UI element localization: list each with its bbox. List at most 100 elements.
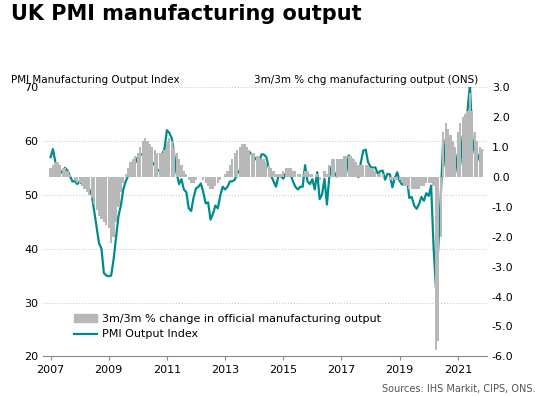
Bar bbox=[83, 177, 85, 189]
Bar bbox=[209, 177, 212, 189]
Bar bbox=[420, 177, 423, 186]
Bar bbox=[348, 156, 350, 177]
Bar bbox=[67, 171, 69, 177]
Bar bbox=[132, 159, 134, 177]
Bar bbox=[207, 177, 209, 186]
Bar bbox=[178, 159, 180, 177]
Bar bbox=[214, 177, 216, 186]
Bar bbox=[377, 174, 379, 177]
Bar bbox=[258, 156, 260, 177]
Bar bbox=[265, 162, 267, 177]
Bar bbox=[229, 165, 231, 177]
Bar bbox=[204, 177, 207, 183]
Bar bbox=[188, 177, 190, 180]
Bar bbox=[139, 147, 141, 177]
Bar bbox=[270, 168, 272, 177]
Bar bbox=[248, 150, 250, 177]
Bar bbox=[224, 174, 226, 177]
Bar bbox=[401, 177, 403, 183]
Bar bbox=[299, 174, 301, 177]
Bar bbox=[292, 171, 294, 177]
Bar bbox=[120, 177, 122, 192]
Bar bbox=[326, 174, 328, 177]
Bar bbox=[301, 174, 304, 177]
Bar bbox=[151, 147, 154, 177]
Bar bbox=[481, 150, 483, 177]
Bar bbox=[432, 177, 434, 186]
Bar bbox=[243, 144, 246, 177]
Bar bbox=[466, 111, 469, 177]
Bar bbox=[93, 177, 95, 204]
Bar bbox=[144, 138, 146, 177]
Bar bbox=[110, 177, 112, 243]
Bar bbox=[454, 147, 457, 177]
Bar bbox=[355, 162, 357, 177]
Bar bbox=[101, 177, 103, 219]
Bar bbox=[304, 171, 306, 177]
Bar bbox=[250, 153, 253, 177]
Bar bbox=[367, 165, 369, 177]
Bar bbox=[103, 177, 105, 222]
Bar bbox=[54, 162, 56, 177]
Bar bbox=[464, 114, 466, 177]
Bar bbox=[415, 177, 418, 189]
Bar bbox=[437, 177, 439, 341]
Bar bbox=[381, 174, 384, 177]
Bar bbox=[476, 141, 478, 177]
Bar bbox=[127, 168, 129, 177]
Bar bbox=[372, 168, 374, 177]
Bar bbox=[202, 177, 204, 180]
Bar bbox=[263, 159, 265, 177]
Bar bbox=[331, 159, 333, 177]
Bar bbox=[287, 168, 289, 177]
Bar bbox=[175, 153, 177, 177]
Bar bbox=[324, 171, 326, 177]
Bar bbox=[236, 150, 239, 177]
Bar bbox=[294, 171, 296, 177]
Bar bbox=[435, 177, 437, 350]
Bar bbox=[190, 177, 192, 183]
Bar bbox=[149, 144, 151, 177]
Bar bbox=[459, 123, 461, 177]
Bar bbox=[445, 123, 447, 177]
Bar bbox=[391, 177, 393, 180]
Bar bbox=[217, 177, 219, 183]
Bar bbox=[183, 171, 185, 177]
Bar bbox=[239, 147, 241, 177]
Bar bbox=[124, 174, 127, 177]
Bar bbox=[195, 177, 197, 180]
Bar bbox=[231, 159, 234, 177]
Bar bbox=[185, 174, 187, 177]
Bar bbox=[413, 177, 415, 189]
Bar bbox=[345, 156, 347, 177]
Bar bbox=[69, 174, 71, 177]
Bar bbox=[96, 177, 98, 210]
Bar bbox=[62, 168, 64, 177]
Bar bbox=[170, 141, 173, 177]
Bar bbox=[471, 111, 473, 177]
Bar bbox=[64, 168, 66, 177]
Bar bbox=[399, 177, 401, 180]
Bar bbox=[309, 174, 311, 177]
Bar bbox=[282, 171, 285, 177]
Bar bbox=[316, 174, 318, 177]
Bar bbox=[134, 156, 136, 177]
Bar bbox=[260, 159, 262, 177]
Bar bbox=[156, 153, 159, 177]
Bar bbox=[108, 177, 110, 228]
Bar bbox=[159, 153, 161, 177]
Bar bbox=[450, 135, 452, 177]
Bar bbox=[328, 165, 331, 177]
Bar bbox=[234, 153, 236, 177]
Bar bbox=[117, 177, 120, 207]
Bar bbox=[461, 117, 464, 177]
Bar bbox=[154, 150, 156, 177]
Bar bbox=[142, 141, 144, 177]
Bar bbox=[49, 168, 51, 177]
Bar bbox=[474, 132, 476, 177]
Bar bbox=[168, 138, 170, 177]
Bar bbox=[357, 165, 360, 177]
Bar bbox=[268, 165, 270, 177]
Bar bbox=[98, 177, 100, 216]
Bar bbox=[440, 177, 442, 237]
